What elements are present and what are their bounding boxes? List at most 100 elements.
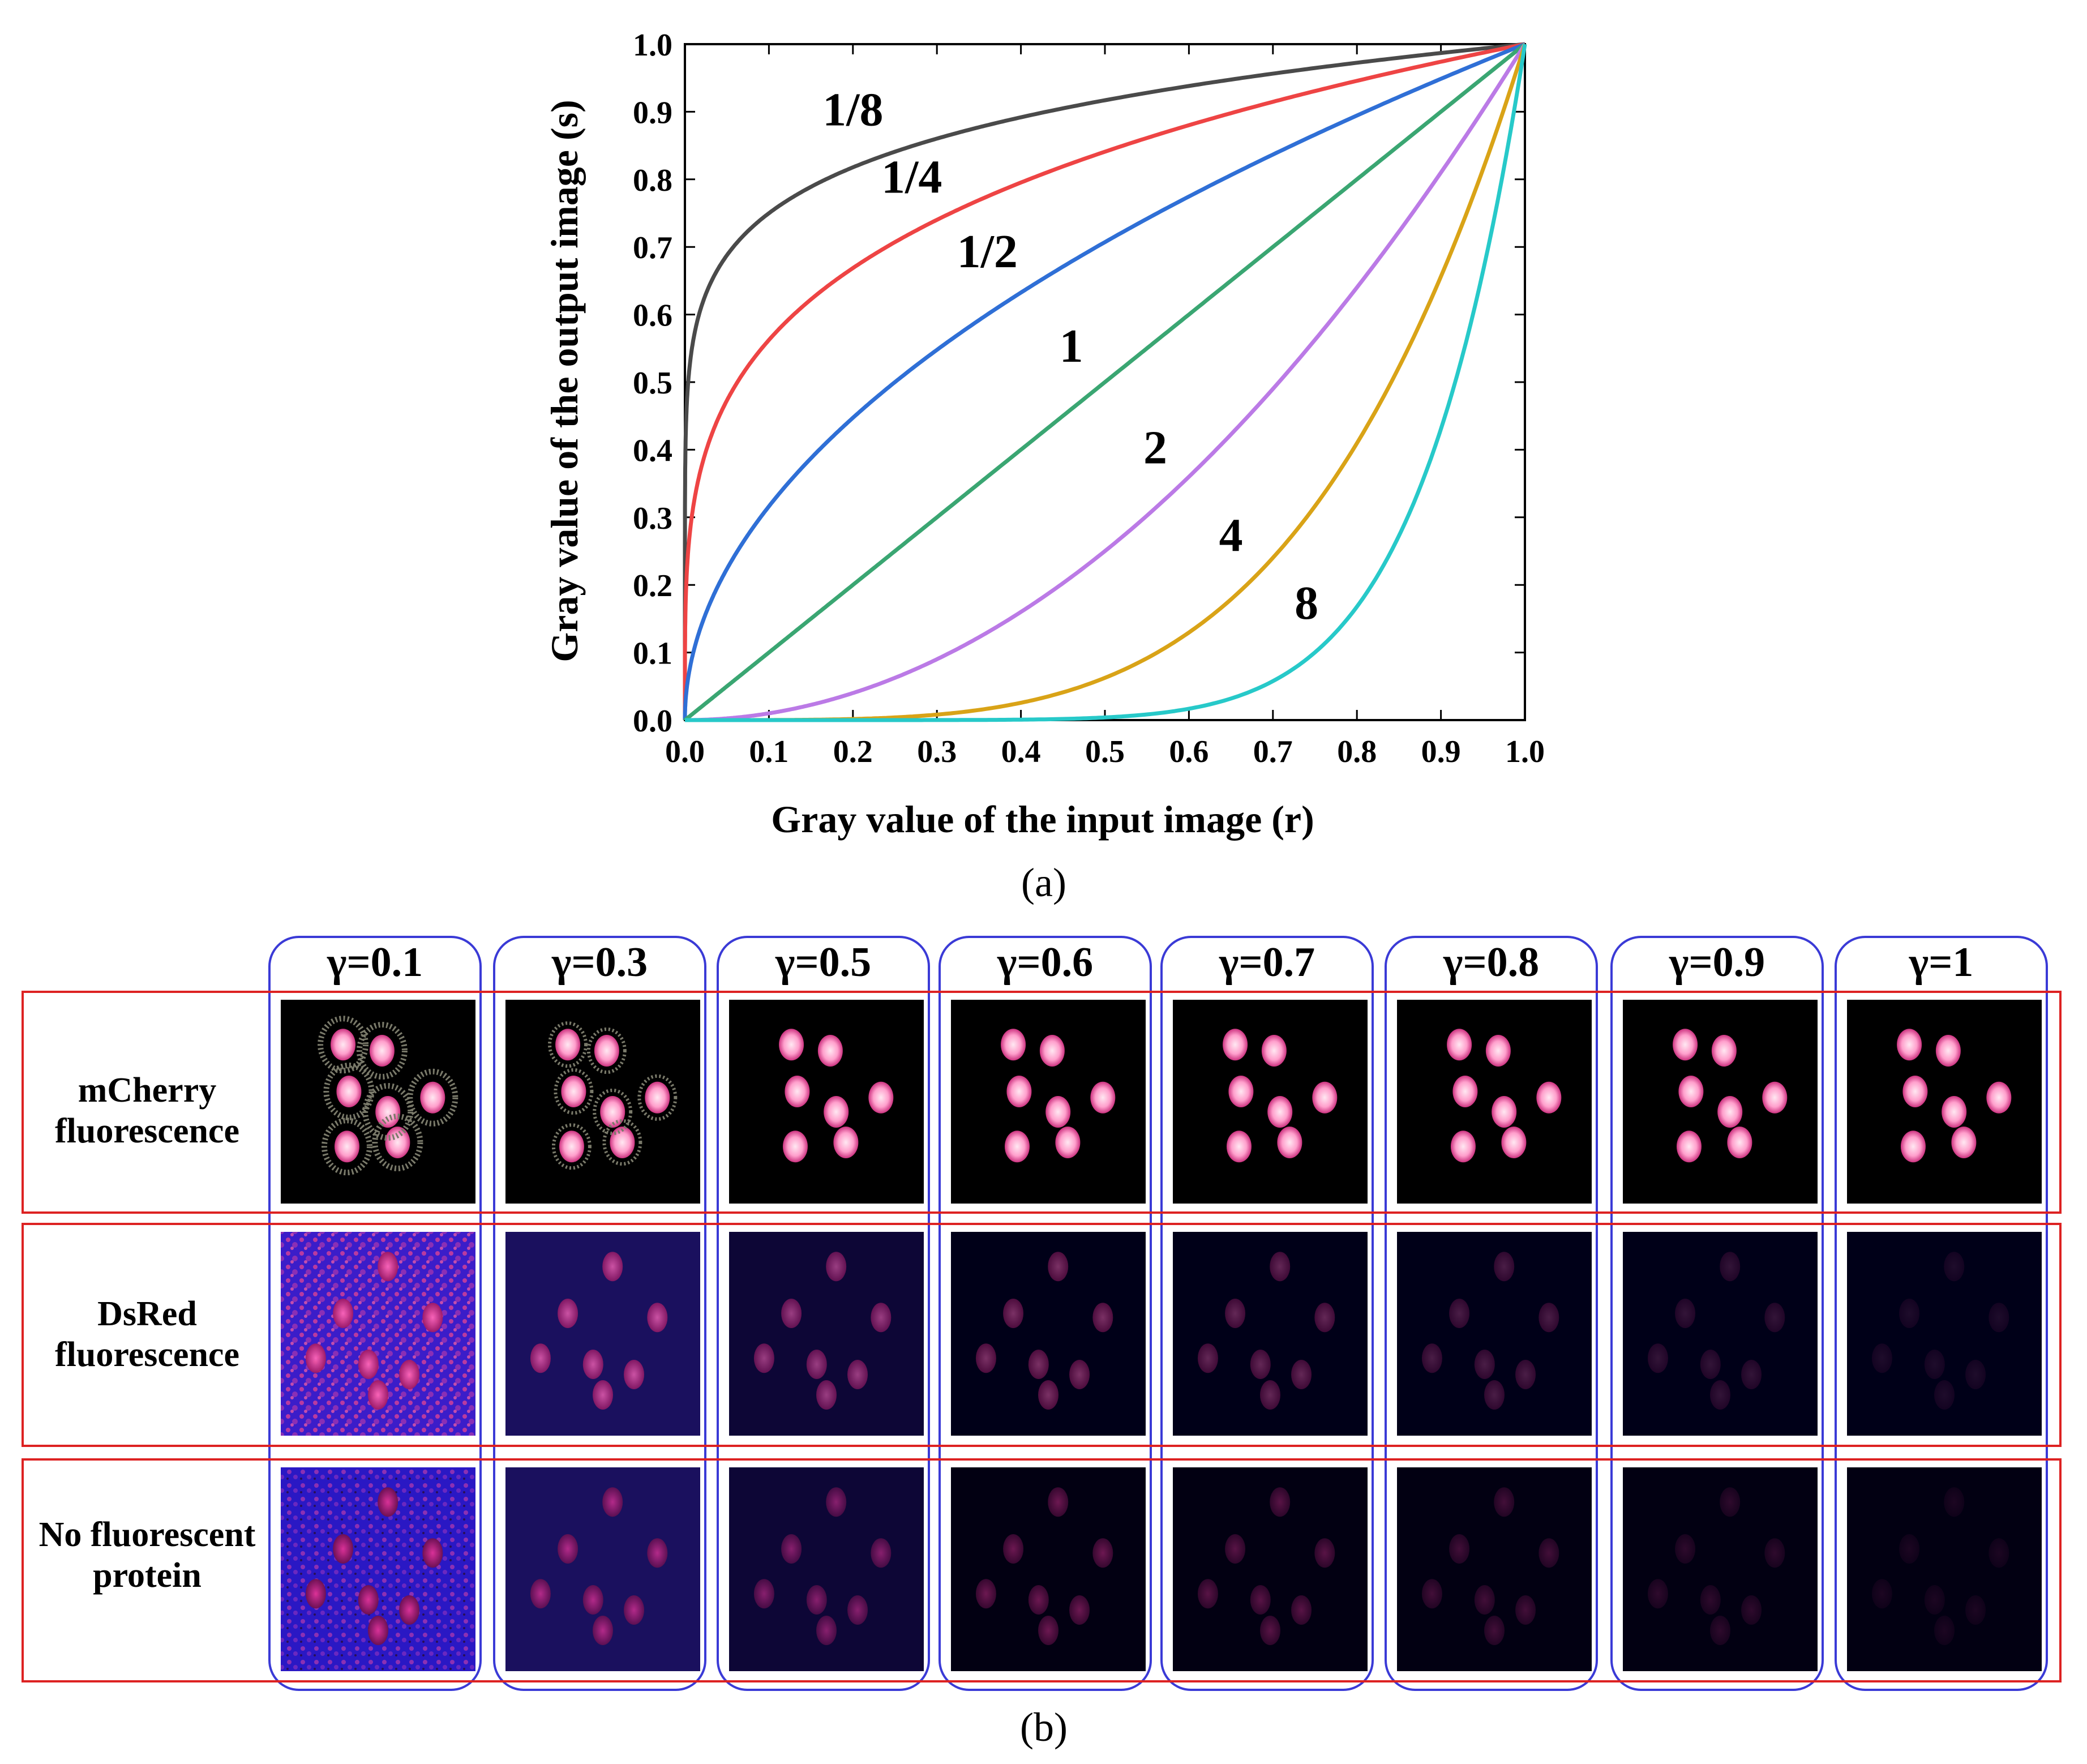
cell-blob	[1028, 1350, 1049, 1379]
x-tick-label: 0.0	[665, 734, 705, 769]
cell-blob	[1871, 1579, 1892, 1609]
series-label-1-2: 1/2	[957, 225, 1018, 278]
cell-blob	[1045, 1096, 1071, 1128]
cell-blob	[645, 1081, 670, 1114]
cell-blob	[1647, 1579, 1668, 1609]
cell-blob	[422, 1303, 443, 1333]
image-tile	[1623, 1000, 1818, 1204]
cell-blob	[1267, 1096, 1293, 1128]
cell-blob	[1899, 1534, 1920, 1564]
cell-blob	[806, 1350, 827, 1379]
cell-blob	[530, 1579, 551, 1609]
cell-blob	[1678, 1076, 1704, 1107]
cell-blob	[1314, 1538, 1335, 1568]
cell-blob	[1450, 1131, 1476, 1163]
cell-blob	[594, 1035, 619, 1067]
cell-blob	[378, 1487, 398, 1517]
cell-blob	[647, 1538, 668, 1568]
cell-blob	[1647, 1343, 1668, 1373]
cell-halo	[602, 1119, 642, 1166]
y-tick-label: 0.6	[633, 298, 672, 333]
cell-blob	[1223, 1029, 1248, 1061]
column-frame	[1385, 936, 1598, 1691]
x-tick-label: 0.6	[1169, 734, 1209, 769]
cell-blob	[368, 1380, 388, 1410]
image-tile	[1847, 1000, 2042, 1204]
cell-blob	[1485, 1035, 1511, 1067]
cell-blob	[1270, 1487, 1291, 1517]
cell-halo	[318, 1016, 369, 1074]
cell-blob	[1539, 1538, 1559, 1568]
cell-blob	[1871, 1343, 1892, 1373]
column-frame	[938, 936, 1152, 1691]
cell-blob	[559, 1131, 584, 1163]
x-axis-label: Gray value of the input image (r)	[771, 798, 1314, 841]
cell-blob	[1741, 1360, 1762, 1389]
y-tick-label: 0.8	[633, 163, 672, 198]
column-header: γ=0.9	[1669, 939, 1765, 986]
cell-blob	[817, 1035, 843, 1067]
cell-blob	[1764, 1303, 1785, 1333]
series-label-1: 1	[1060, 320, 1083, 373]
cell-blob	[582, 1350, 603, 1379]
cell-blob	[806, 1585, 827, 1615]
cell-blob	[1092, 1538, 1113, 1568]
cell-blob	[1449, 1534, 1470, 1564]
cell-blob	[1048, 1252, 1069, 1282]
series-label-1-4: 1/4	[881, 151, 942, 204]
cell-blob	[753, 1579, 774, 1609]
series-label-1-8: 1/8	[822, 83, 883, 136]
cell-blob	[1942, 1096, 1967, 1128]
cell-blob	[593, 1380, 613, 1410]
cell-blob	[1501, 1127, 1527, 1158]
cell-blob	[1536, 1081, 1562, 1114]
cell-blob	[826, 1487, 847, 1517]
cell-blob	[422, 1538, 443, 1568]
cell-blob	[779, 1029, 804, 1061]
cell-blob	[816, 1380, 837, 1410]
y-tick-label: 0.3	[633, 501, 672, 536]
column-frame	[1835, 936, 2048, 1691]
cell-blob	[1226, 1131, 1252, 1163]
series-line-1-2	[683, 42, 1526, 721]
series-line-1	[683, 42, 1527, 722]
cell-blob	[1676, 1131, 1702, 1163]
cell-blob	[1492, 1096, 1517, 1128]
cell-halo	[321, 1118, 372, 1176]
cell-blob	[1001, 1029, 1026, 1061]
cell-blob	[1515, 1595, 1536, 1625]
cell-blob	[333, 1534, 354, 1564]
cell-blob	[1484, 1380, 1505, 1410]
cell-blob	[1951, 1127, 1977, 1158]
column-header: γ=0.6	[997, 939, 1094, 986]
cell-halo	[356, 1022, 408, 1080]
cell-blob	[1261, 1035, 1287, 1067]
cell-blob	[1038, 1616, 1059, 1645]
cell-halo	[372, 1114, 423, 1171]
cell-blob	[1934, 1380, 1955, 1410]
cell-blob	[1250, 1585, 1271, 1615]
cell-blob	[1710, 1380, 1730, 1410]
series-label-4: 4	[1219, 509, 1243, 562]
cell-blob	[847, 1595, 868, 1625]
cell-blob	[378, 1252, 398, 1282]
cell-blob	[305, 1343, 326, 1373]
cell-blob	[1260, 1380, 1280, 1410]
cell-blob	[1965, 1360, 1986, 1389]
column-header: γ=0.3	[551, 939, 648, 986]
cell-blob	[333, 1299, 354, 1328]
cell-blob	[1474, 1350, 1495, 1379]
cell-blob	[1717, 1096, 1743, 1128]
cell-blob	[1989, 1538, 2009, 1568]
cell-blob	[1314, 1303, 1335, 1333]
series-line-8	[683, 44, 1527, 722]
cell-blob	[1069, 1360, 1090, 1389]
panel-a-label: (a)	[1021, 860, 1066, 905]
cell-blob	[1291, 1595, 1312, 1625]
row-label: DsRed fluorescence	[55, 1295, 239, 1374]
cell-blob	[1711, 1035, 1737, 1067]
cell-blob	[385, 1127, 410, 1158]
cell-blob	[1900, 1131, 1926, 1163]
cell-blob	[1675, 1299, 1696, 1328]
cell-blob	[1228, 1076, 1254, 1107]
